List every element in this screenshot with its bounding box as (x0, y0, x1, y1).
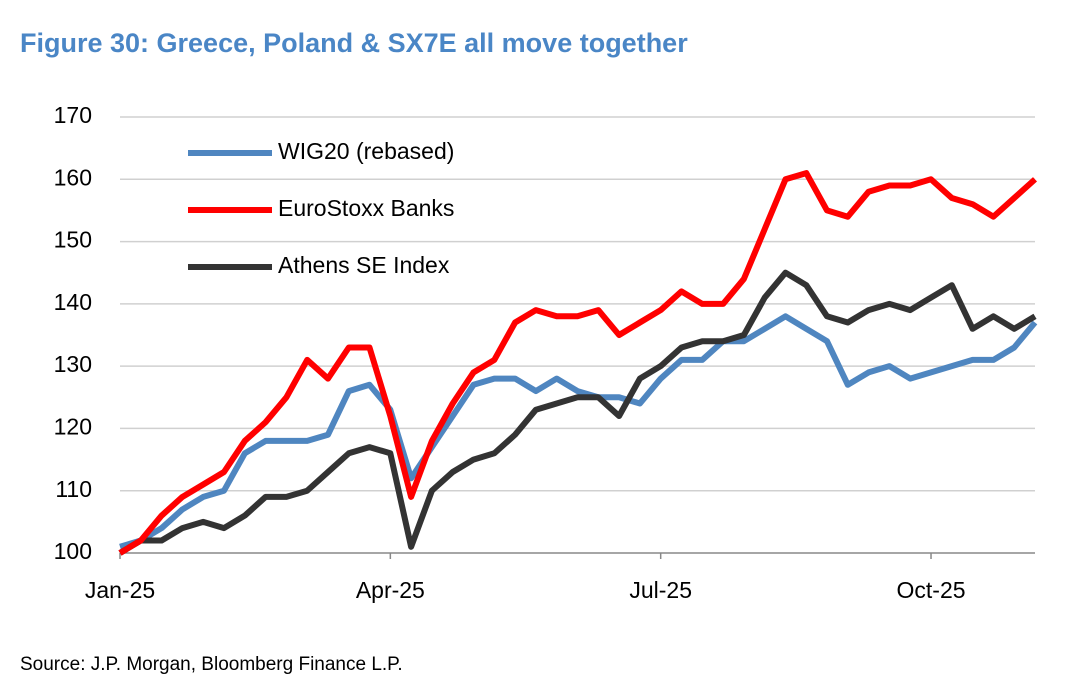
y-tick-label: 110 (55, 476, 92, 502)
x-tick-label: Apr-25 (356, 577, 425, 603)
chart-title: Figure 30: Greece, Poland & SX7E all mov… (20, 28, 688, 58)
series-line (118, 170, 1038, 556)
y-tick-label: 150 (54, 227, 92, 253)
legend-label: WIG20 (rebased) (278, 138, 454, 164)
y-tick-label: 140 (54, 289, 92, 315)
y-tick-label: 160 (54, 164, 92, 190)
source-note: Source: J.P. Morgan, Bloomberg Finance L… (20, 654, 403, 675)
y-tick-label: 130 (54, 351, 92, 377)
y-tick-label: 100 (54, 538, 92, 564)
y-tick-label: 120 (54, 414, 92, 440)
x-tick-label: Oct-25 (897, 577, 966, 603)
series-line (119, 313, 1038, 550)
x-tick-label: Jan-25 (85, 577, 155, 603)
series-line (118, 269, 1037, 556)
legend-label: Athens SE Index (278, 252, 450, 278)
legend-label: EuroStoxx Banks (278, 195, 454, 221)
y-tick-label: 170 (54, 102, 92, 128)
x-tick-label: Jul-25 (629, 577, 692, 603)
